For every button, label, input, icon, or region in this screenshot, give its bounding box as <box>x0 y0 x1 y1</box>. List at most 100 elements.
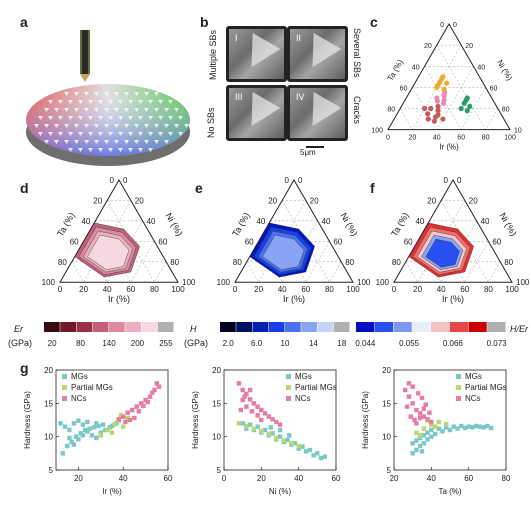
data-point <box>481 425 486 430</box>
indent-mark <box>164 108 169 112</box>
scale-bar-label: 5μm <box>300 148 316 157</box>
data-point <box>251 401 257 406</box>
indent-mark <box>158 100 163 104</box>
tick-ir: 80 <box>150 285 159 294</box>
data-point <box>473 423 479 429</box>
axis-label-ta: Ta (%) <box>55 211 77 239</box>
indent-mark <box>74 140 79 144</box>
indent-mark <box>88 100 93 104</box>
tick-ni: 0 <box>123 176 128 185</box>
legend-label: Partial MGs <box>465 383 507 392</box>
ternary-frame <box>234 179 354 283</box>
y-tick-label: 20 <box>212 366 221 375</box>
sem-tile-no-sbs: III <box>226 85 287 141</box>
y-tick-label: 5 <box>217 466 222 475</box>
scatter-ta: 5 10 15 20 20 40 60 80 Hardness (GPa) Ta (%) MGs Pa… <box>361 366 511 496</box>
tick-ir: 100 <box>504 135 516 142</box>
colorbar-swatch <box>393 322 412 332</box>
indent-mark <box>148 100 153 104</box>
indent-mark <box>174 124 179 128</box>
sem-tile-several-sbs: II <box>287 26 348 82</box>
indent-mark <box>124 140 129 144</box>
grid-line <box>405 261 418 283</box>
colorbar-swatch <box>268 322 285 332</box>
composition-point <box>458 105 464 112</box>
data-point <box>89 433 95 438</box>
tick-ir: 0 <box>386 135 390 142</box>
data-point <box>152 387 157 393</box>
tick-ta: 40 <box>256 217 265 226</box>
data-point <box>76 418 81 423</box>
colorbar-label: Er <box>14 324 24 334</box>
data-point <box>71 442 77 447</box>
indent-mark <box>114 140 119 144</box>
indent-mark <box>68 100 73 104</box>
data-point <box>121 424 126 429</box>
data-point <box>244 423 249 429</box>
data-point <box>416 391 421 396</box>
legend-swatch <box>62 396 67 401</box>
legend-swatch <box>286 385 291 390</box>
tick-ni: 40 <box>147 217 156 226</box>
tick-ta: 80 <box>233 258 242 267</box>
legend-label: MGs <box>465 372 482 381</box>
data-point <box>134 404 139 409</box>
y-tick-label: 5 <box>387 466 392 475</box>
tick-ir: 100 <box>505 285 519 294</box>
indent-mark <box>84 92 89 96</box>
indent-mark <box>134 92 139 96</box>
y-tick-label: 15 <box>44 399 53 408</box>
indent-mark <box>74 92 79 96</box>
tick-ir: 20 <box>413 285 422 294</box>
data-point <box>247 387 253 393</box>
panel-label-c: c <box>370 14 378 30</box>
data-point <box>485 423 490 429</box>
indent-mark <box>128 116 133 120</box>
x-tick-label: 0 <box>222 474 227 483</box>
data-point <box>270 431 275 436</box>
x-tick-label: 20 <box>390 474 399 483</box>
data-point <box>459 423 464 429</box>
colorbar-swatch <box>44 322 60 332</box>
indent-mark <box>78 116 83 120</box>
indent-mark <box>124 92 129 96</box>
indent-mark <box>148 148 153 152</box>
data-point <box>477 424 483 429</box>
indent-mark <box>94 140 99 144</box>
indent-mark <box>44 140 49 144</box>
tick-ta: 40 <box>415 217 424 226</box>
tick-ni: 100 <box>182 278 196 287</box>
tick-ir: 0 <box>233 285 238 294</box>
data-point <box>116 417 121 422</box>
indent-mark <box>178 116 183 120</box>
composition-point <box>435 112 441 118</box>
indent-mark <box>144 140 149 144</box>
indent-mark <box>38 132 43 136</box>
indent-mark <box>44 108 49 112</box>
tick-ni: 20 <box>469 196 478 205</box>
indent-mark <box>78 148 83 152</box>
data-point <box>277 434 283 439</box>
data-point <box>238 407 243 413</box>
y-tick-label: 15 <box>212 399 221 408</box>
label-cracks: Cracks <box>352 96 362 125</box>
indent-mark <box>128 148 133 152</box>
tick-ta: 60 <box>70 237 79 246</box>
colorbar-tick: 0.073 <box>487 339 508 348</box>
data-point <box>109 430 115 435</box>
data-point <box>289 441 294 446</box>
colorbar-swatch <box>92 322 109 332</box>
tick-ni: 100 <box>516 278 530 287</box>
data-point <box>417 433 423 438</box>
tick-ir: 80 <box>482 135 490 142</box>
indent-mark <box>78 100 83 104</box>
data-point <box>249 409 255 414</box>
tick-ni: 0 <box>453 22 457 29</box>
axis-label-ir: Ir (%) <box>442 294 464 304</box>
colorbar-swatch <box>109 322 125 332</box>
data-point <box>296 446 301 451</box>
indent-mark <box>178 132 183 136</box>
indent-mark <box>44 124 49 128</box>
colorbar-swatch <box>412 322 431 332</box>
data-point <box>412 417 417 423</box>
